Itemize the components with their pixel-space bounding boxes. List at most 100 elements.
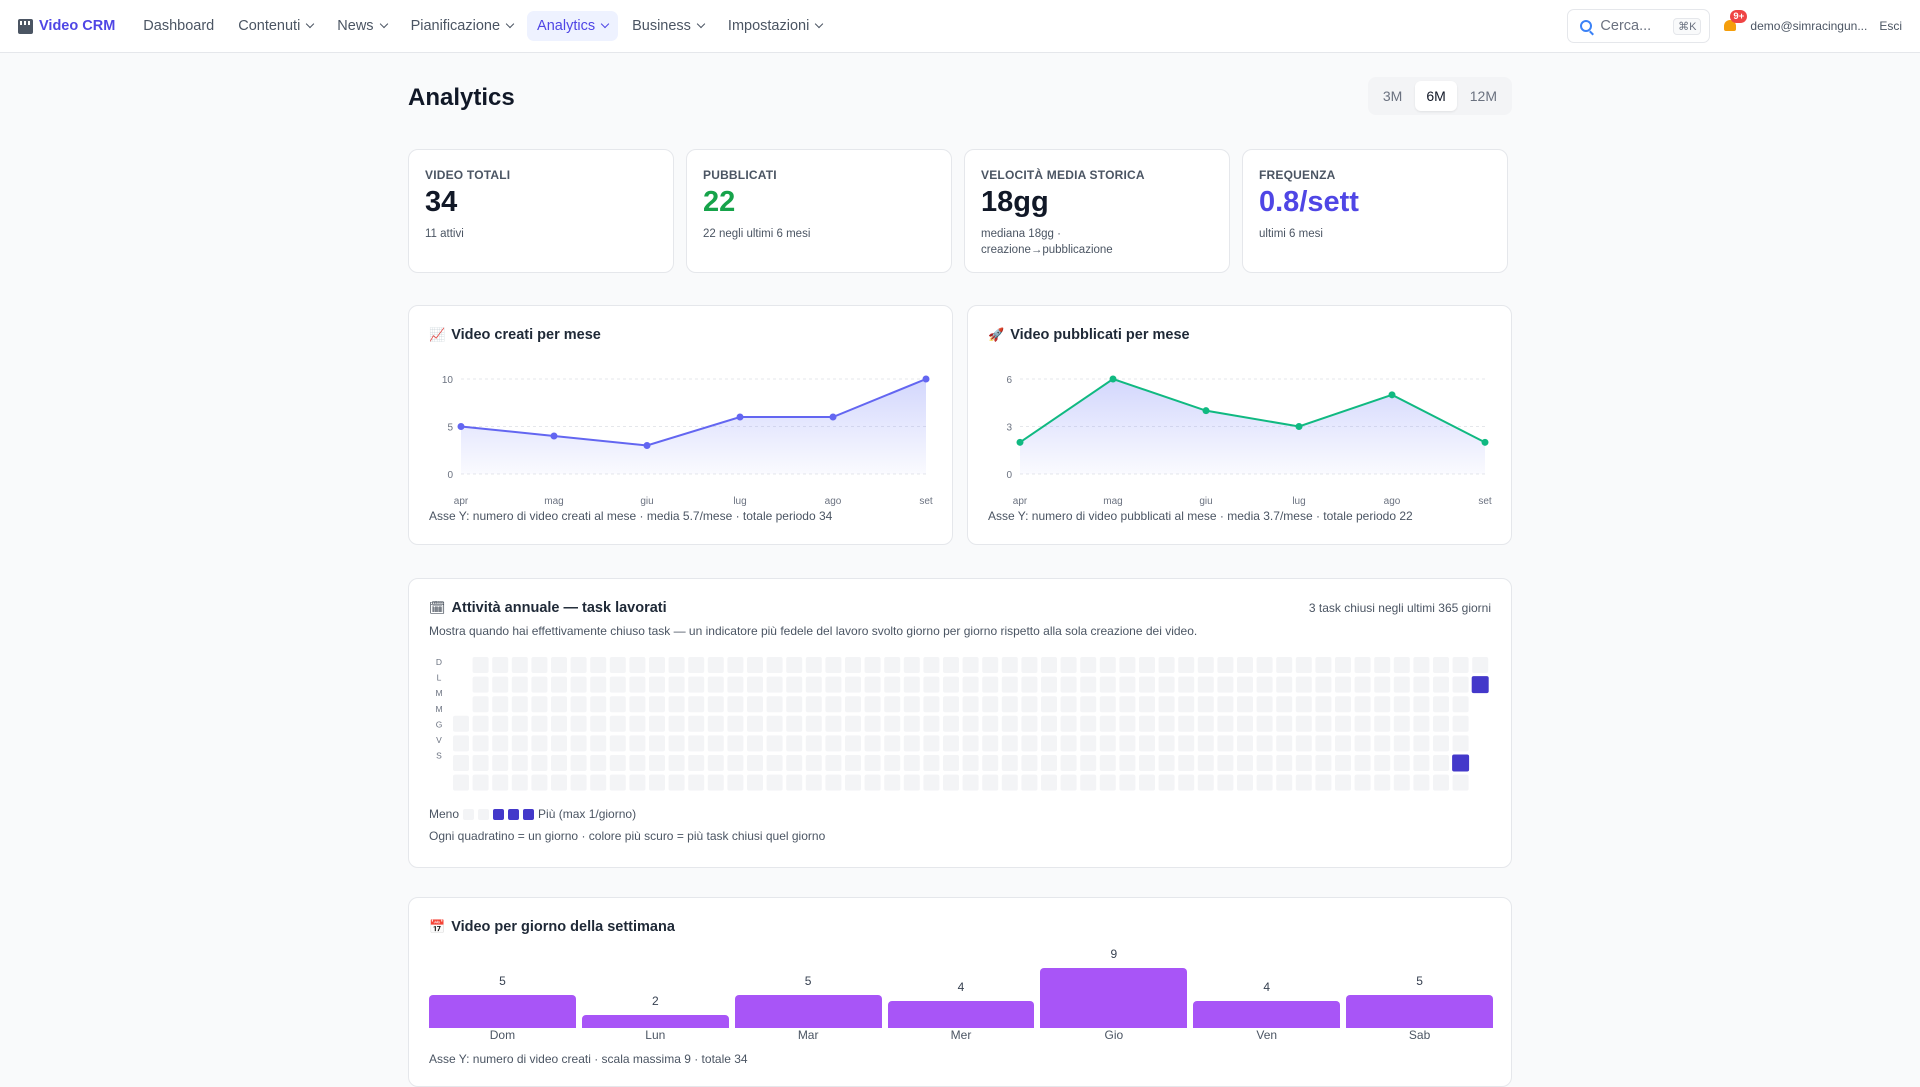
weekday-bar-labels: Dom Lun Mar Mer Gio Ven Sab: [429, 1028, 1493, 1042]
heatmap-cell: [1335, 715, 1351, 732]
heatmap-cell: [1256, 657, 1273, 673]
bar[interactable]: [1346, 994, 1494, 1028]
heatmap-cell: [511, 755, 528, 771]
nav-item-analytics[interactable]: Analytics: [527, 11, 619, 41]
created-chart-caption: Asse Y: numero di video creati al mese ·…: [429, 509, 833, 523]
heatmap-cell: [1374, 755, 1391, 771]
bar-column: 5: [734, 938, 882, 1028]
heatmap-cell: [1158, 676, 1175, 693]
heatmap-cell: [492, 657, 509, 673]
published-chart-card: 🚀 Video pubblicati per mese 0 3 6 apr mag giu…: [967, 305, 1512, 545]
heatmap-cell: [707, 676, 724, 693]
heatmap-cell: [1393, 696, 1410, 713]
heatmap-cell: [1335, 696, 1351, 713]
heatmap-cell: [590, 735, 607, 752]
nav-item-dashboard[interactable]: Dashboard: [133, 11, 224, 41]
bar[interactable]: [1040, 968, 1188, 1028]
range-button-12m[interactable]: 12M: [1469, 88, 1497, 104]
weekday-chart-card: 📅 Video per giorno della settimana 5 2 5 4 9…: [408, 897, 1512, 1087]
heatmap-cell: [1393, 657, 1410, 673]
legend-swatch: [493, 808, 505, 820]
stat-value: 34: [425, 186, 458, 218]
heatmap-cell: [1001, 696, 1018, 713]
heatmap-title-text: Attività annuale — task lavorati: [451, 600, 667, 616]
heatmap-cell: [1041, 715, 1057, 732]
nav-item-pianificazione[interactable]: Pianificazione: [401, 11, 523, 41]
heatmap-cell: [845, 755, 861, 771]
heatmap-cell: [1217, 696, 1234, 713]
heatmap-cell: [649, 676, 665, 693]
bar[interactable]: [734, 994, 882, 1028]
heatmap-cell: [707, 657, 724, 673]
heatmap-cell: [1295, 715, 1312, 732]
logout-link[interactable]: Esci: [1879, 19, 1902, 33]
search-input[interactable]: Cerca... ⌘K: [1567, 9, 1711, 43]
data-point: [550, 432, 558, 440]
day-label: V: [436, 735, 442, 745]
heatmap-cell: [962, 774, 979, 791]
heatmap-cell: [492, 774, 509, 791]
heatmap-cell: [727, 735, 744, 752]
heatmap-cell: [825, 696, 842, 713]
heatmap-cell: [511, 676, 528, 693]
heatmap-cell: [688, 735, 705, 752]
heatmap-cell: [1256, 676, 1273, 693]
bar[interactable]: [581, 1014, 729, 1028]
heatmap-cell: [531, 735, 548, 752]
heatmap-cell: [1315, 696, 1332, 713]
heatmap-cell: [864, 755, 881, 771]
stat-card: FREQUENZA 0.8/sett ultimi 6 mesi: [1242, 149, 1508, 273]
heatmap-cell: [629, 657, 646, 673]
calendar-icon: 🗓: [429, 600, 446, 616]
heatmap-cell: [1237, 657, 1253, 673]
heatmap-cell: [492, 755, 509, 771]
heatmap-cell: [472, 657, 489, 673]
heatmap-cell: [825, 735, 842, 752]
heatmap-cell: [727, 715, 744, 732]
heatmap-cell: [1335, 774, 1351, 791]
y-tick-label: 3: [1006, 423, 1012, 434]
bar[interactable]: [429, 994, 576, 1028]
heatmap-cell: [1335, 676, 1351, 693]
heatmap-cell: [551, 657, 567, 673]
heatmap-cell: [1060, 755, 1077, 771]
heatmap-cell: [1256, 696, 1273, 713]
heatmap-cell: [1041, 755, 1057, 771]
bar-category-label: Mar: [797, 1028, 819, 1042]
bar[interactable]: [887, 1001, 1035, 1028]
nav-item-label: Contenuti: [238, 18, 301, 34]
heatmap-cell: [609, 774, 626, 791]
heatmap-note: Ogni quadratino = un giorno · colore più…: [429, 829, 826, 843]
heatmap-cell: [1139, 735, 1155, 752]
nav-item-contenuti[interactable]: Contenuti: [228, 11, 323, 41]
user-email[interactable]: demo@simracingun...: [1750, 19, 1868, 33]
heatmap-cell: [825, 657, 842, 673]
heatmap-cell: [923, 715, 940, 732]
nav-item-news[interactable]: News: [327, 11, 396, 41]
created-chart-card: 📈 Video creati per mese 0 5 10 apr mag giu lug…: [408, 305, 953, 545]
heatmap-cell: [864, 774, 881, 791]
heatmap-cell: [1021, 676, 1038, 693]
heatmap-cell: [982, 657, 999, 673]
heatmap-cell: [1041, 657, 1057, 673]
range-button-3m[interactable]: 3M: [1382, 88, 1403, 104]
published-chart-caption: Asse Y: numero di video pubblicati al me…: [988, 509, 1413, 523]
y-tick-label: 5: [447, 423, 453, 434]
heatmap-cell: [943, 735, 959, 752]
heatmap-cell: [1433, 735, 1449, 752]
notifications-bell-icon[interactable]: 9+: [1722, 10, 1748, 34]
heatmap-cell: [845, 696, 861, 713]
range-button-6m[interactable]: 6M: [1415, 81, 1457, 111]
brand[interactable]: Video CRM: [18, 18, 115, 34]
heatmap-cell: [629, 715, 646, 732]
bar[interactable]: [1193, 1001, 1341, 1028]
heatmap-cell: [1001, 755, 1018, 771]
heatmap-cell: [903, 755, 920, 771]
nav-item-business[interactable]: Business: [622, 11, 714, 41]
heatmap-cell: [1354, 755, 1371, 771]
nav-item-impostazioni[interactable]: Impostazioni: [718, 11, 832, 41]
heatmap-cell: [1060, 696, 1077, 713]
heatmap-cell: [1433, 755, 1449, 771]
stat-label: PUBBLICATI: [703, 168, 777, 182]
bar-category-label: Lun: [645, 1028, 666, 1042]
